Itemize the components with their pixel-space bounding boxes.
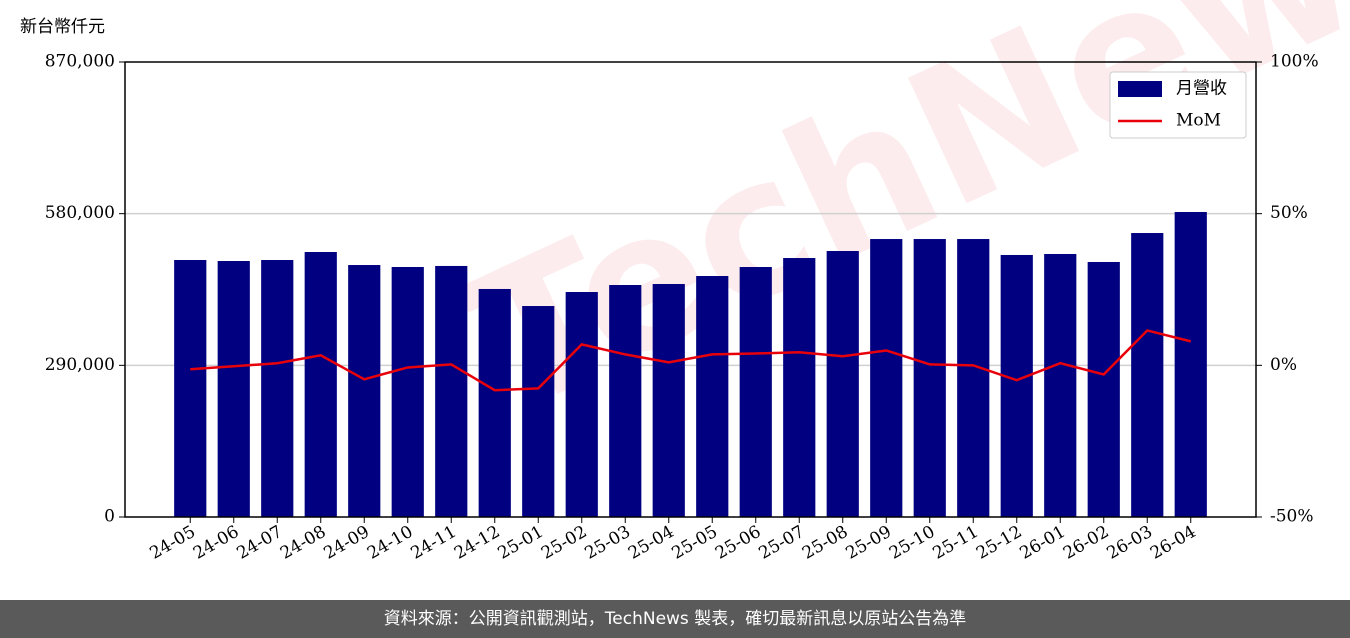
bar bbox=[478, 288, 511, 517]
bar bbox=[696, 276, 729, 517]
bar bbox=[1131, 233, 1164, 517]
y2-tick-label: -50% bbox=[1270, 507, 1314, 527]
x-tick-label: 24-08 bbox=[277, 522, 329, 564]
x-tick-label: 25-12 bbox=[973, 522, 1025, 564]
x-tick-label: 25-05 bbox=[669, 522, 721, 564]
bar bbox=[565, 292, 598, 517]
bar bbox=[304, 252, 337, 518]
bar bbox=[391, 267, 424, 517]
x-tick-label: 25-02 bbox=[538, 522, 590, 564]
legend-label: 月營收 bbox=[1176, 79, 1227, 99]
bar bbox=[739, 267, 772, 517]
bar bbox=[783, 258, 816, 517]
bar bbox=[609, 285, 642, 517]
bar bbox=[1087, 261, 1120, 517]
y-tick-label: 290,000 bbox=[45, 355, 115, 375]
y2-tick-label: 0% bbox=[1270, 355, 1297, 375]
x-tick-label: 25-04 bbox=[625, 522, 677, 564]
x-tick-label: 25-07 bbox=[756, 522, 808, 564]
x-tick-label: 24-12 bbox=[451, 522, 503, 564]
x-tick-label: 24-05 bbox=[147, 522, 199, 564]
line bbox=[190, 329, 1192, 392]
x-tick-label: 25-03 bbox=[582, 522, 634, 564]
x-tick-label: 24-09 bbox=[321, 522, 373, 564]
x-tick-label: 25-11 bbox=[930, 522, 982, 564]
y-tick-label: 870,000 bbox=[45, 52, 115, 72]
y-axis-title: 新台幣仟元 bbox=[20, 17, 105, 37]
x-tick-label: 25-09 bbox=[843, 522, 895, 564]
x-tick-label: 26-04 bbox=[1147, 522, 1199, 564]
bar bbox=[1174, 211, 1207, 517]
bar bbox=[435, 265, 468, 517]
legend-label: MoM bbox=[1176, 111, 1221, 131]
bar bbox=[826, 251, 859, 517]
x-tick-label: 25-08 bbox=[799, 522, 851, 564]
x-tick-label: 26-03 bbox=[1104, 522, 1156, 564]
footer-text: 資料來源：公開資訊觀測站，TechNews 製表，確切最新訊息以原站公告為準 bbox=[384, 609, 966, 629]
y2-tick-label: 50% bbox=[1270, 203, 1308, 223]
x-tick-label: 26-02 bbox=[1060, 522, 1112, 564]
x-tick-label: 26-01 bbox=[1017, 522, 1069, 564]
bar bbox=[261, 260, 294, 517]
x-tick-label: 25-06 bbox=[712, 522, 764, 564]
bar bbox=[522, 306, 555, 517]
y2-tick-label: 100% bbox=[1270, 52, 1319, 72]
x-tick-label: 24-11 bbox=[408, 522, 460, 564]
bar bbox=[348, 265, 381, 517]
x-tick-label: 24-07 bbox=[234, 522, 286, 564]
bar bbox=[913, 239, 946, 517]
x-tick-label: 25-10 bbox=[886, 522, 938, 564]
x-tick-label: 25-01 bbox=[495, 522, 547, 564]
x-tick-label: 24-06 bbox=[190, 522, 242, 564]
bar bbox=[217, 260, 250, 517]
bar bbox=[870, 239, 903, 517]
x-tick-label: 24-10 bbox=[364, 522, 416, 564]
bar bbox=[1000, 254, 1033, 517]
bar bbox=[652, 284, 685, 517]
plot-frame bbox=[124, 61, 1257, 518]
footer-bar bbox=[0, 600, 1350, 638]
y-tick-label: 0 bbox=[104, 507, 115, 527]
y-tick-label: 580,000 bbox=[45, 203, 115, 223]
legend-swatch bbox=[1118, 81, 1162, 97]
bar bbox=[1044, 253, 1077, 517]
bar bbox=[957, 239, 990, 517]
bar bbox=[174, 260, 207, 517]
